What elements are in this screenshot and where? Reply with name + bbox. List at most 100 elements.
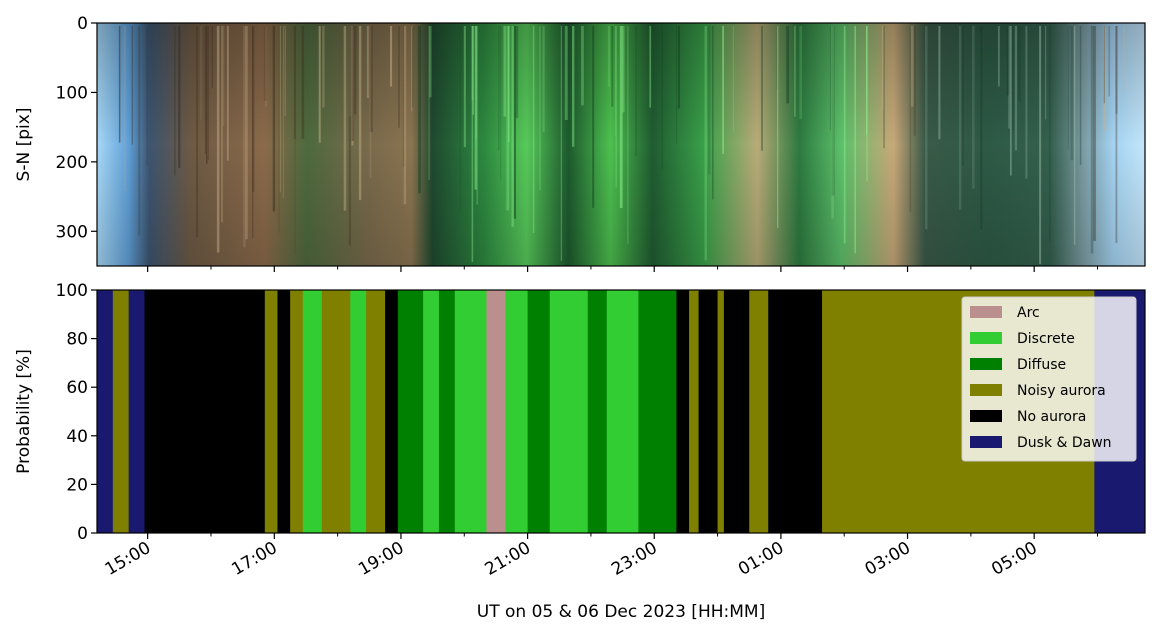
keogram-y-ticks: 0 100 200 300 [56, 14, 97, 242]
keogram-streak [794, 26, 796, 117]
probability-segment-2 [128, 290, 146, 533]
keogram-streak [282, 26, 284, 199]
keogram-streak [722, 26, 724, 154]
probability-xtick-label: 03:00 [862, 538, 914, 580]
probability-segment-1 [112, 290, 130, 533]
keogram-streak [677, 26, 680, 109]
keogram-streak [348, 26, 352, 117]
keogram-streak [1108, 26, 1110, 97]
legend: Arc Discrete Diffuse Noisy aurora No aur… [961, 296, 1137, 462]
keogram-panel: 0 100 200 300 S-N [pix] [14, 14, 1146, 272]
keogram-streak [998, 26, 1000, 87]
probability-x-ticks: 15:00 17:00 19:00 21:00 23:00 01:00 03:00 05:00 [102, 533, 1099, 580]
keogram-streak [1090, 26, 1094, 254]
probability-xtick-label: 01:00 [735, 538, 787, 580]
keogram-streak [252, 26, 254, 239]
keogram-streak [348, 26, 351, 246]
keogram-streak [1006, 26, 1009, 96]
keogram-streak [265, 26, 267, 107]
keogram-streak [354, 26, 357, 115]
keogram-streak [1039, 26, 1042, 265]
keogram-streak [1115, 26, 1118, 243]
probability-segment-22 [638, 290, 677, 533]
keogram-streak [615, 26, 617, 188]
keogram-streak [799, 26, 803, 120]
keogram-streak [476, 26, 479, 205]
keogram-streak [366, 26, 369, 98]
keogram-streak [572, 26, 575, 147]
keogram-streak [506, 26, 510, 211]
keogram-streak [913, 26, 916, 136]
keogram-streak [831, 26, 834, 219]
keogram-streak [472, 26, 474, 115]
probability-segment-24 [689, 290, 700, 533]
probability-segment-20 [587, 290, 608, 533]
keogram-streak [712, 26, 714, 200]
probability-segment-12 [397, 290, 424, 533]
keogram-streak [1079, 26, 1082, 165]
keogram-streaks [118, 26, 1125, 265]
keogram-streak [243, 26, 246, 248]
legend-label-diffuse: Diffuse [1017, 357, 1066, 373]
keogram-streak [980, 26, 983, 230]
probability-ytick-label: 20 [66, 475, 88, 495]
keogram-ytick-label: 100 [56, 83, 88, 103]
keogram-ytick-label: 300 [56, 222, 88, 242]
keogram-streak [564, 26, 568, 120]
probability-xtick-label: 21:00 [482, 538, 534, 580]
keogram-streak [910, 26, 914, 107]
keogram-streak [829, 26, 831, 131]
keogram-streak [843, 26, 846, 244]
keogram-streak [776, 26, 778, 90]
probability-ytick-label: 40 [66, 427, 88, 447]
probability-segment-11 [385, 290, 399, 533]
keogram-streak [463, 26, 466, 148]
keogram-streak [390, 26, 393, 87]
probability-segment-26 [717, 290, 725, 533]
keogram-streak [471, 26, 474, 101]
keogram-streak [866, 26, 869, 181]
legend-box [961, 296, 1137, 462]
keogram-streak [1014, 26, 1018, 151]
keogram-streak [704, 26, 707, 261]
keogram-streak [322, 26, 325, 108]
keogram-streak [615, 26, 616, 137]
keogram-frame [96, 22, 1146, 267]
probability-y-ticks: 0 20 40 60 80 100 [56, 281, 97, 544]
keogram-ylabel: S-N [pix] [14, 108, 34, 182]
keogram-streak [211, 26, 213, 89]
keogram-streak [1070, 26, 1074, 161]
keogram-streak [284, 26, 286, 117]
probability-segment-21 [606, 290, 640, 533]
keogram-streak [418, 26, 421, 194]
keogram-streak [178, 26, 181, 169]
keogram-streak [622, 26, 625, 113]
keogram-streak [204, 26, 206, 154]
keogram-streak [611, 26, 614, 107]
keogram-streak [351, 26, 355, 141]
keogram-streak [883, 26, 885, 149]
keogram-streak [279, 26, 281, 193]
legend-swatch-diffuse [970, 358, 1002, 370]
keogram-streak [216, 26, 220, 253]
keogram-streak [403, 26, 407, 205]
keogram-streak [508, 26, 510, 143]
keogram-streak [619, 26, 623, 208]
legend-swatch-noisy [970, 384, 1002, 396]
keogram-streak [866, 26, 868, 135]
keogram-streak [1010, 26, 1012, 176]
keogram-streak [1115, 26, 1118, 114]
keogram-streak [498, 26, 500, 151]
keogram-streak [1045, 26, 1047, 120]
probability-ylabel: Probability [%] [14, 349, 34, 474]
keogram-streak [925, 26, 928, 230]
keogram-streak [515, 26, 519, 119]
probability-xlabel: UT on 05 & 06 Dec 2023 [HH:MM] [477, 602, 765, 622]
keogram-streak [511, 26, 514, 227]
probability-xtick-label: 15:00 [102, 538, 154, 580]
probability-segment-15 [454, 290, 488, 533]
legend-swatch-noaurora [970, 410, 1002, 422]
keogram-streak [318, 26, 321, 143]
keogram-streak [146, 26, 149, 166]
